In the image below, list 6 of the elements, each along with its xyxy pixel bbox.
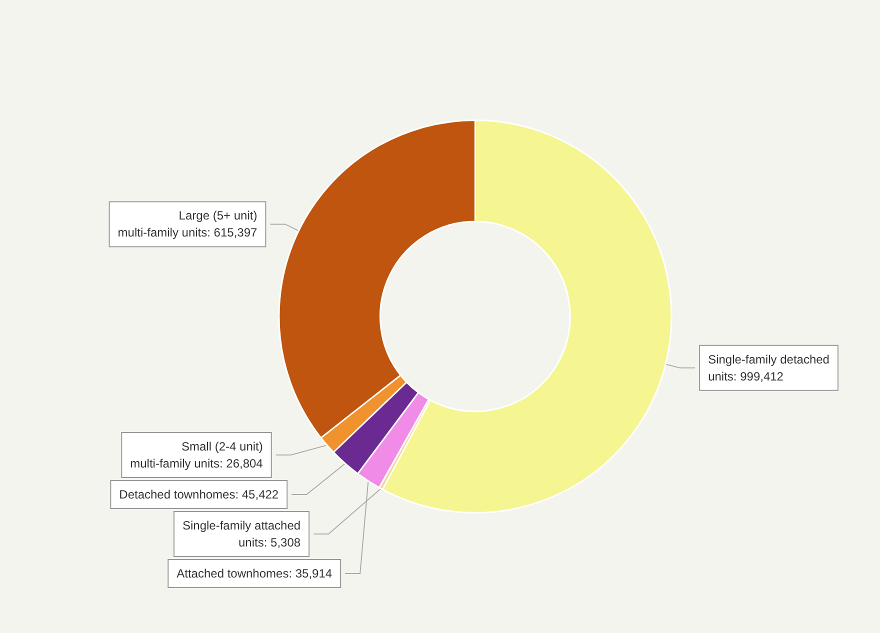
slice-label: Detached townhomes: 45,422 (119, 488, 279, 502)
slice-label: Single-family attached units: 5,308 (182, 518, 301, 550)
slice-label: Single-family detached units: 999,412 (708, 352, 830, 384)
slice-label: Large (5+ unit) multi-family units: 615,397 (118, 208, 258, 240)
slice-label: Attached townhomes: 35,914 (176, 566, 332, 581)
slice-label: Small (2-4 unit) multi-family units: 26,804 (130, 440, 264, 471)
